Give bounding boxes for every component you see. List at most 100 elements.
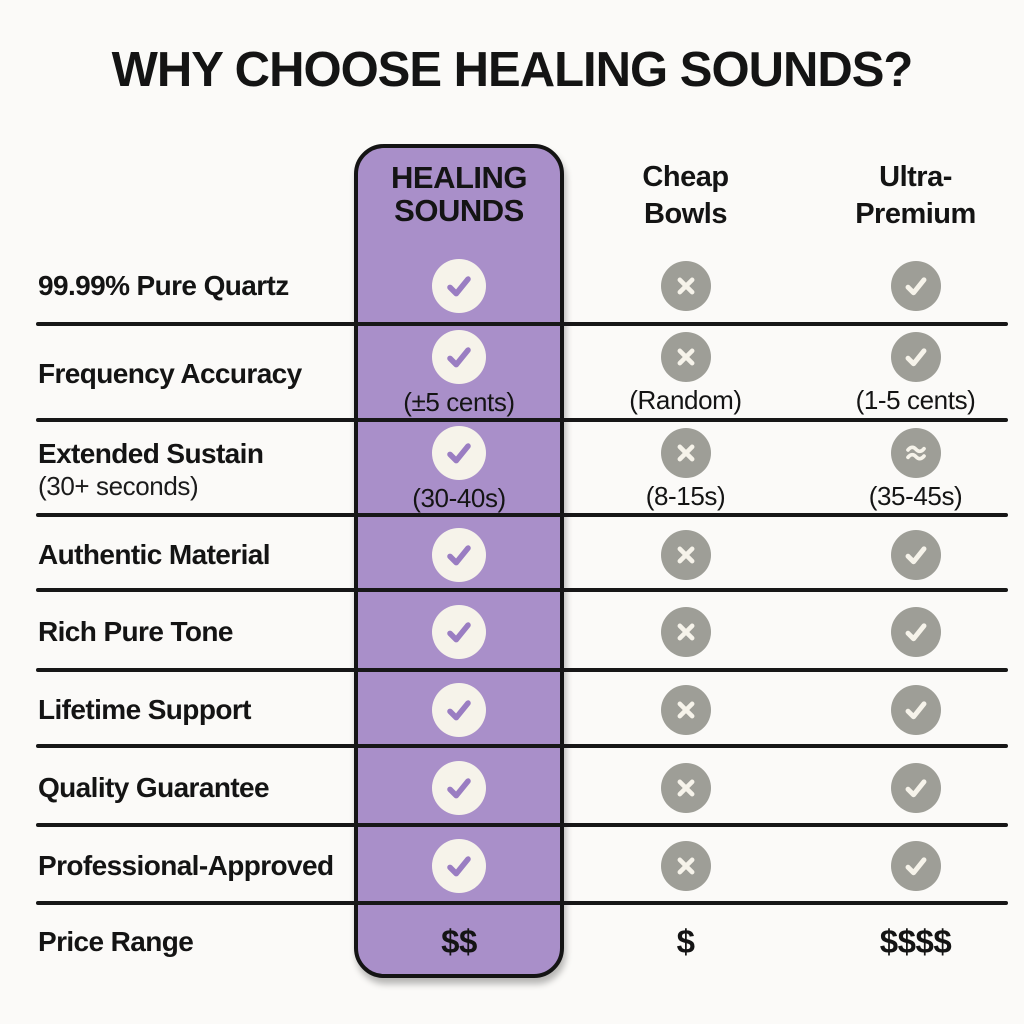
feature-row: Lifetime Support	[0, 672, 1024, 748]
healing-sounds-cell	[354, 827, 564, 905]
ultra-premium-cell	[807, 748, 1024, 827]
column-header-line: Cheap	[642, 161, 729, 193]
feature-label-cell: Extended Sustain (30+ seconds)	[0, 422, 354, 517]
cross-icon	[660, 762, 711, 813]
feature-label-cell: Lifetime Support	[0, 672, 354, 748]
feature-row: 99.99% Pure Quartz	[0, 245, 1024, 326]
price-value: $$$$	[879, 922, 952, 960]
column-header-line: Bowls	[644, 197, 727, 230]
column-header-ultra-premium: Ultra- Premium	[807, 144, 1024, 245]
check-icon	[432, 605, 486, 659]
feature-label-cell: 99.99% Pure Quartz	[0, 245, 354, 326]
feature-label-cell: Price Range	[0, 905, 354, 978]
healing-sounds-cell	[354, 592, 564, 672]
column-header-line: SOUNDS	[394, 192, 524, 228]
column-header-line: Premium	[855, 197, 976, 230]
value-note: (1-5 cents)	[855, 385, 976, 415]
healing-sounds-cell	[354, 517, 564, 592]
ultra-premium-cell	[807, 827, 1024, 905]
check-icon	[432, 258, 486, 313]
cheap-bowls-cell	[564, 748, 807, 827]
cheap-bowls-cell: $	[564, 905, 807, 978]
column-header-row: HEALING SOUNDS Cheap Bowls Ultra- Premiu…	[0, 144, 1024, 245]
cheap-bowls-cell	[564, 245, 807, 326]
healing-sounds-cell	[354, 748, 564, 827]
feature-label: Price Range	[38, 925, 194, 957]
cross-icon	[660, 427, 711, 478]
column-header-healing-sounds: HEALING SOUNDS	[354, 144, 564, 245]
value-note: (8-15s)	[645, 480, 726, 511]
cross-icon	[660, 260, 711, 311]
ultra-premium-cell	[807, 245, 1024, 326]
cross-icon	[660, 841, 711, 891]
check-icon	[432, 425, 486, 480]
feature-label-cell: Frequency Accuracy	[0, 326, 354, 422]
ultra-premium-cell	[807, 517, 1024, 592]
feature-label: Quality Guarantee	[38, 771, 270, 803]
check-icon	[432, 683, 486, 737]
ultra-premium-cell: $$$$	[807, 905, 1024, 978]
feature-label: Authentic Material	[38, 538, 271, 570]
price-value: $	[676, 922, 695, 960]
feature-label-cell: Quality Guarantee	[0, 748, 354, 827]
check-icon	[432, 527, 486, 582]
feature-row: Frequency Accuracy (±5 cents) (Random) (1-5…	[0, 326, 1024, 422]
cross-icon	[660, 607, 711, 657]
feature-row: Rich Pure Tone	[0, 592, 1024, 672]
check-icon	[890, 685, 941, 735]
cheap-bowls-cell: (Random)	[564, 326, 807, 422]
cross-icon	[660, 685, 711, 735]
feature-row: Price Range $$ $ $$$$	[0, 905, 1024, 978]
check-icon	[890, 332, 941, 382]
healing-sounds-cell: $$	[354, 905, 564, 978]
check-icon	[432, 330, 486, 384]
feature-row: Authentic Material	[0, 517, 1024, 592]
column-header-cheap-bowls: Cheap Bowls	[564, 144, 807, 245]
feature-label: Extended Sustain	[38, 437, 264, 469]
table-rows: 99.99% Pure Quartz Frequency Accuracy (±5 …	[0, 245, 1024, 978]
check-icon	[432, 760, 486, 815]
cheap-bowls-cell	[564, 592, 807, 672]
check-icon	[432, 839, 486, 893]
check-icon	[890, 762, 941, 813]
page-title: WHY CHOOSE HEALING SOUNDS?	[111, 43, 914, 97]
cheap-bowls-cell	[564, 827, 807, 905]
value-note: (Random)	[629, 385, 742, 415]
ultra-premium-cell: (35-45s)	[807, 422, 1024, 517]
cross-icon	[660, 529, 711, 580]
ultra-premium-cell: (1-5 cents)	[807, 326, 1024, 422]
feature-label: Professional-Approved	[38, 850, 334, 881]
check-icon	[890, 607, 941, 657]
check-icon	[890, 841, 941, 891]
healing-sounds-cell	[354, 245, 564, 326]
cheap-bowls-cell	[564, 672, 807, 748]
healing-sounds-cell: (±5 cents)	[354, 326, 564, 422]
cheap-bowls-cell: (8-15s)	[564, 422, 807, 517]
ultra-premium-cell	[807, 672, 1024, 748]
column-header-line: Ultra-	[879, 161, 952, 193]
column-header-line: HEALING	[391, 160, 528, 195]
feature-label: Frequency Accuracy	[38, 358, 302, 389]
feature-sublabel: (30+ seconds)	[38, 470, 199, 501]
value-note: (35-45s)	[868, 480, 963, 511]
check-icon	[890, 260, 941, 311]
price-value: $$	[441, 922, 477, 960]
healing-sounds-cell: (30-40s)	[354, 422, 564, 517]
comparison-table: HEALING SOUNDS Cheap Bowls Ultra- Premiu…	[0, 144, 1024, 978]
value-note: (±5 cents)	[403, 387, 515, 417]
feature-row: Extended Sustain (30+ seconds) (30-40s) (8-…	[0, 422, 1024, 517]
feature-column-header	[0, 144, 354, 245]
feature-label: 99.99% Pure Quartz	[38, 269, 289, 301]
feature-row: Professional-Approved	[0, 827, 1024, 905]
healing-sounds-cell	[354, 672, 564, 748]
check-icon	[890, 529, 941, 580]
feature-label: Rich Pure Tone	[38, 616, 233, 647]
approx-icon	[890, 427, 941, 478]
ultra-premium-cell	[807, 592, 1024, 672]
cheap-bowls-cell	[564, 517, 807, 592]
feature-label: Lifetime Support	[38, 694, 251, 725]
feature-row: Quality Guarantee	[0, 748, 1024, 827]
value-note: (30-40s)	[412, 482, 506, 513]
feature-label-cell: Rich Pure Tone	[0, 592, 354, 672]
